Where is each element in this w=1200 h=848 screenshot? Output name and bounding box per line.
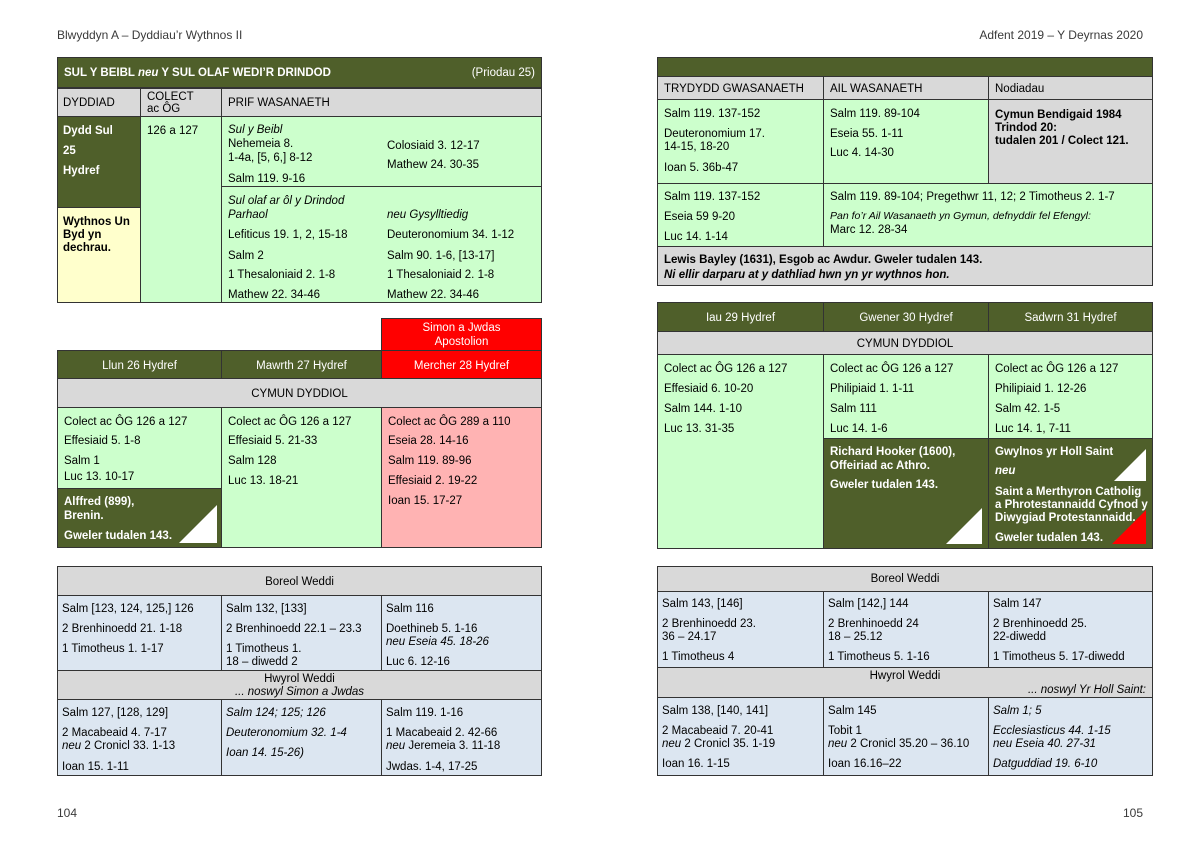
- commemoration-triangle-icon: [1114, 449, 1146, 481]
- boreol-iau: Salm 143, [146] 2 Brenhinoedd 23. 36 – 2…: [657, 591, 824, 668]
- running-header-left: Blwyddyn A – Dyddiau’r Wythnos II: [57, 28, 243, 42]
- hwyrol-title-right: Hwyrol Weddi ... noswyl Yr Holl Saint:: [657, 667, 1153, 698]
- boreol-title: Boreol Weddi: [57, 566, 542, 596]
- day-header-gwener: Gwener 30 Hydref: [823, 302, 989, 332]
- hwyrol-mawrth: Salm 124; 125; 126 Deuteronomium 32. 1-4…: [221, 699, 382, 776]
- holl-saint-note: Gwylnos yr Holl Saint neu Saint a Merthy…: [988, 438, 1153, 549]
- trydydd-cell-2: Salm 119. 137-152 Eseia 59 9-20 Luc 14. …: [657, 183, 824, 247]
- boreol-title-right: Boreol Weddi: [657, 566, 1153, 592]
- ail-cell: Salm 119. 89-104 Eseia 55. 1-11 Luc 4. 1…: [823, 99, 989, 184]
- header-nodiadau: Nodiadau: [988, 76, 1153, 100]
- festival-triangle-icon: [1112, 510, 1146, 544]
- page-number-right: 105: [1122, 806, 1143, 820]
- nodiadau-cell: Cymun Bendigaid 1984 Trindod 20: tudalen…: [988, 99, 1153, 184]
- commemoration-triangle-icon: [179, 505, 217, 543]
- llun-cell: Colect ac ÔG 126 a 127 Effesiaid 5. 1-8 …: [57, 407, 222, 489]
- colect-cell: 126 a 127: [140, 116, 222, 303]
- boreol-mawrth: Salm 132, [133] 2 Brenhinoedd 22.1 – 23.…: [221, 595, 382, 671]
- week-note: Wythnos Un Byd yn dechrau.: [57, 207, 141, 303]
- hwyrol-llun: Salm 127, [128, 129] 2 Macabeaid 4. 7-17…: [57, 699, 222, 776]
- hwyrol-title: Hwyrol Weddi ... noswyl Simon a Jwdas: [57, 670, 542, 700]
- hwyrol-mercher: Salm 119. 1-16 1 Macabeaid 2. 42-66 neu …: [381, 699, 542, 776]
- iau-cell: Colect ac ÔG 126 a 127 Effesiaid 6. 10-2…: [657, 354, 824, 549]
- boreol-sadwrn: Salm 147 2 Brenhinoedd 25. 22-diwedd 1 T…: [988, 591, 1153, 668]
- alffred-note: Alffred (899), Brenin. Gweler tudalen 14…: [57, 488, 222, 548]
- day-header-llun: Llun 26 Hydref: [57, 350, 222, 379]
- sadwrn-cell: Colect ac ÔG 126 a 127 Philipiaid 1. 12-…: [988, 354, 1153, 439]
- sul-olaf-cell: Sul olaf ar ôl y Drindod Parhaol neu Gys…: [221, 186, 542, 303]
- hooker-note: Richard Hooker (1600), Offeiriad ac Athr…: [823, 438, 989, 549]
- hwyrol-sadwrn: Salm 1; 5 Ecclesiasticus 44. 1-15 neu Es…: [988, 697, 1153, 776]
- hwyrol-iau: Salm 138, [140, 141] 2 Macabeaid 7. 20-4…: [657, 697, 824, 776]
- header-ail: AIL WASANAETH: [823, 76, 989, 100]
- header-dyddiad: DYDDIAD: [57, 88, 141, 117]
- cymun-dyddiol-bar: CYMUN DYDDIOL: [57, 378, 542, 408]
- simon-jwdas-header: Simon a Jwdas Apostolion: [381, 318, 542, 351]
- boreol-llun: Salm [123, 124, 125,] 126 2 Brenhinoedd …: [57, 595, 222, 671]
- trydydd-cell: Salm 119. 137-152 Deuteronomium 17. 14-1…: [657, 99, 824, 184]
- hwyrol-gwener: Salm 145 Tobit 1 neu 2 Cronicl 35.20 – 3…: [823, 697, 989, 776]
- day-header-sadwrn: Sadwrn 31 Hydref: [988, 302, 1153, 332]
- boreol-mercher: Salm 116 Doethineb 5. 1-16 neu Eseia 45.…: [381, 595, 542, 671]
- header-colect: COLECT ac ÔG: [140, 88, 222, 117]
- header-trydydd: TRYDYDD GWASANAETH: [657, 76, 824, 100]
- bayley-note: Lewis Bayley (1631), Esgob ac Awdur. Gwe…: [657, 246, 1153, 286]
- cymun-dyddiol-bar-right: CYMUN DYDDIOL: [657, 331, 1153, 355]
- ail-cell-2: Salm 119. 89-104; Pregethwr 11, 12; 2 Ti…: [823, 183, 1153, 247]
- page-number-left: 104: [57, 806, 78, 820]
- sul-beibl-cell: Sul y Beibl Nehemeia 8. 1-4a, [5, 6,] 8-…: [221, 116, 542, 187]
- running-header-right: Adfent 2019 – Y Deyrnas 2020: [979, 28, 1143, 42]
- day-header-mercher: Mercher 28 Hydref: [381, 350, 542, 379]
- mawrth-cell: Colect ac ÔG 126 a 127 Effesiaid 5. 21-3…: [221, 407, 382, 548]
- commemoration-triangle-icon: [946, 508, 982, 544]
- sunday-title-bar: SUL Y BEIBL neu Y SUL OLAF WEDI’R DRINDO…: [57, 57, 542, 88]
- header-prif: PRIF WASANAETH: [221, 88, 542, 117]
- day-header-iau: Iau 29 Hydref: [657, 302, 824, 332]
- date-cell: Dydd Sul 25 Hydref: [57, 116, 141, 208]
- day-header-mawrth: Mawrth 27 Hydref: [221, 350, 382, 379]
- mercher-cell: Colect ac ÔG 289 a 110 Eseia 28. 14-16 S…: [381, 407, 542, 548]
- services-title-bar: [657, 57, 1153, 77]
- boreol-gwener: Salm [142,] 144 2 Brenhinoedd 24 18 – 25…: [823, 591, 989, 668]
- gwener-cell: Colect ac ÔG 126 a 127 Philipiaid 1. 1-1…: [823, 354, 989, 439]
